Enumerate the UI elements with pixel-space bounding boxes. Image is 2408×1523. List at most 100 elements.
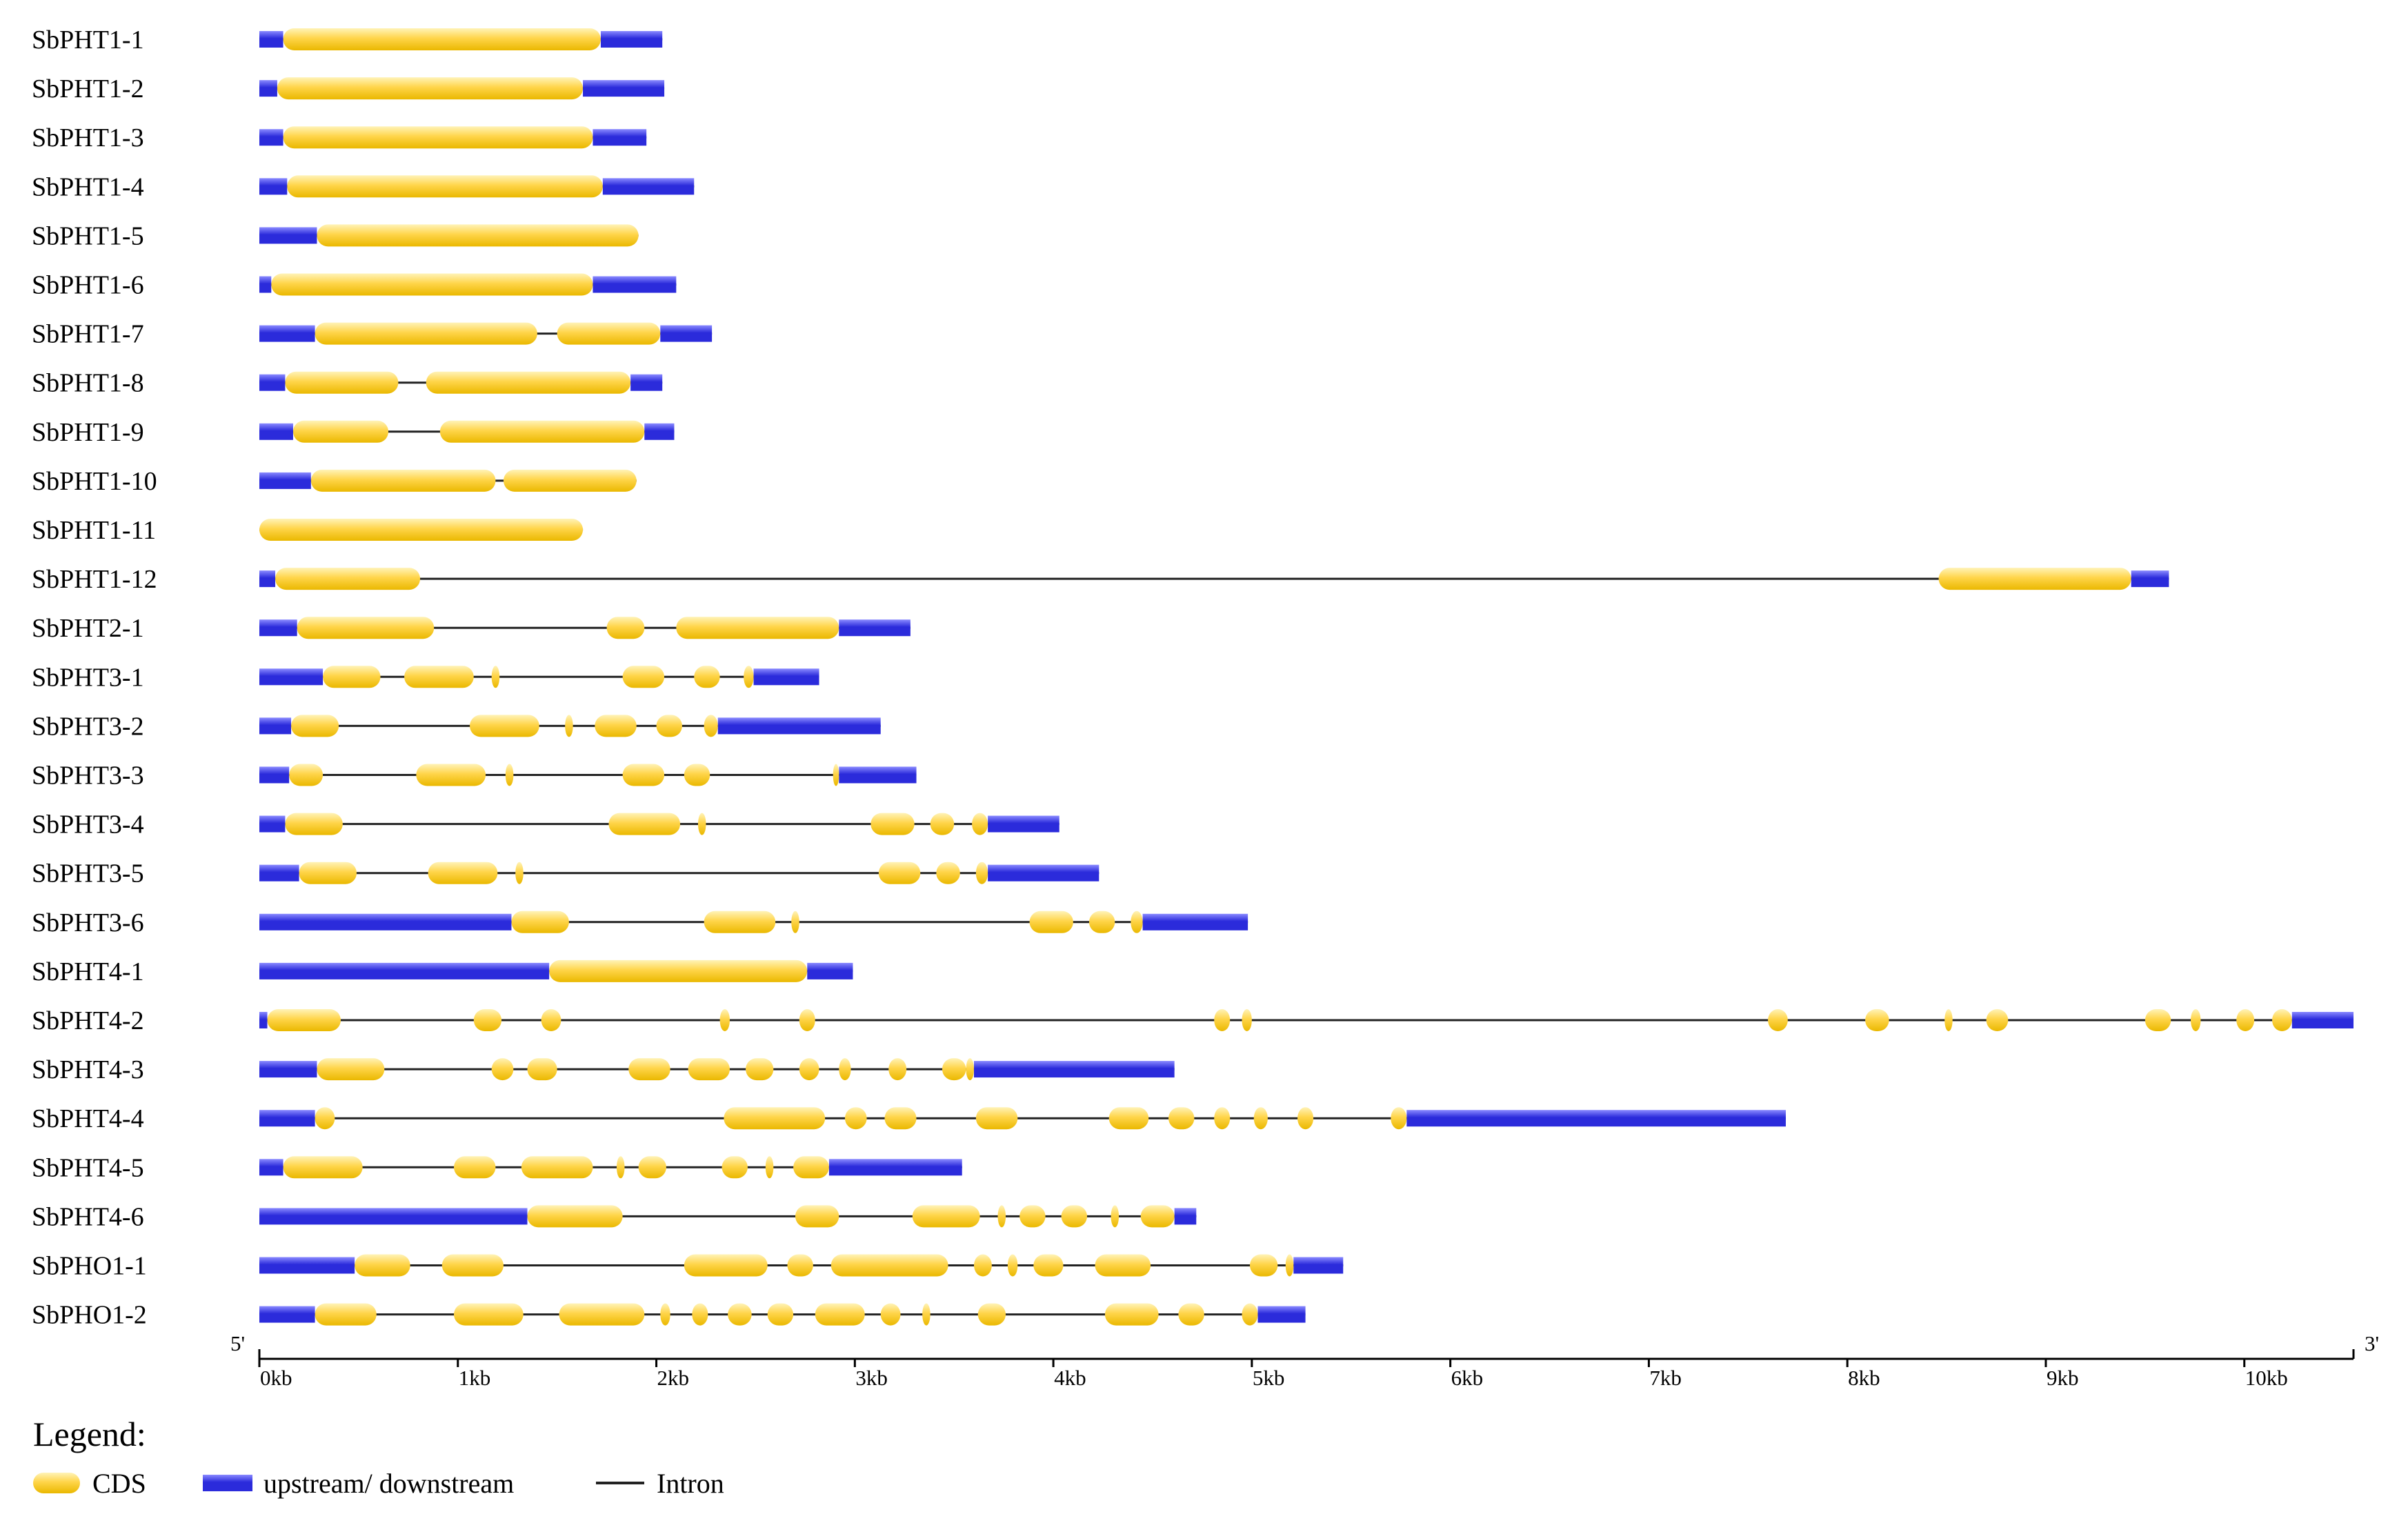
cds-exon bbox=[470, 715, 539, 737]
cds-exon bbox=[676, 617, 839, 639]
cds-exon bbox=[559, 1303, 645, 1326]
gene-label: SbPHT1-3 bbox=[32, 123, 144, 152]
gene-row-SbPHT3-4: SbPHT3-4 bbox=[32, 810, 1059, 839]
utr-segment bbox=[1293, 1257, 1344, 1274]
gene-row-SbPHT4-1: SbPHT4-1 bbox=[32, 957, 853, 986]
three-prime-label: 3' bbox=[2365, 1331, 2379, 1355]
x-tick-label: 0kb bbox=[260, 1366, 292, 1390]
cds-exon bbox=[2272, 1009, 2292, 1031]
gene-label: SbPHT4-3 bbox=[32, 1055, 144, 1084]
utr-segment bbox=[259, 1110, 315, 1127]
cds-exon bbox=[688, 1058, 730, 1081]
cds-exon bbox=[975, 1107, 1018, 1130]
gene-label: SbPHT3-4 bbox=[32, 810, 144, 839]
cds-exon bbox=[692, 1303, 708, 1326]
utr-segment bbox=[602, 178, 695, 195]
gene-row-SbPHT3-1: SbPHT3-1 bbox=[32, 663, 819, 692]
gene-label: SbPHT1-7 bbox=[32, 320, 144, 349]
cds-exon bbox=[505, 764, 514, 786]
gene-row-SbPHT1-11: SbPHT1-11 bbox=[32, 516, 584, 545]
cds-exon bbox=[660, 1303, 670, 1326]
cds-exon bbox=[606, 617, 645, 639]
utr-segment bbox=[717, 717, 881, 735]
legend-intron-label: Intron bbox=[657, 1468, 724, 1499]
utr-segment bbox=[583, 80, 665, 97]
cds-exon bbox=[317, 224, 639, 247]
gene-label: SbPHT1-10 bbox=[32, 467, 157, 496]
cds-exon bbox=[684, 764, 710, 786]
gene-label: SbPHT3-3 bbox=[32, 762, 144, 790]
utr-segment bbox=[660, 325, 713, 342]
cds-exon bbox=[1944, 1009, 1953, 1031]
cds-exon bbox=[1249, 1254, 1278, 1277]
gene-label: SbPHT4-2 bbox=[32, 1006, 144, 1035]
cds-exon bbox=[454, 1156, 496, 1179]
gene-label: SbPHT3-6 bbox=[32, 908, 144, 937]
x-tick-label: 2kb bbox=[657, 1366, 690, 1390]
gene-row-SbPHO1-2: SbPHO1-2 bbox=[32, 1301, 1306, 1330]
cds-exon bbox=[972, 813, 988, 835]
utr-segment bbox=[753, 668, 819, 686]
utr-segment bbox=[2131, 570, 2169, 588]
cds-exon bbox=[521, 1156, 593, 1179]
utr-segment bbox=[259, 80, 277, 97]
cds-exon bbox=[283, 126, 593, 149]
cds-exon bbox=[942, 1058, 966, 1081]
cds-exon bbox=[684, 1254, 768, 1277]
cds-exon bbox=[1865, 1009, 1889, 1031]
cds-exon bbox=[1253, 1107, 1268, 1130]
x-tick-label: 4kb bbox=[1054, 1366, 1086, 1390]
cds-exon bbox=[503, 469, 637, 492]
cds-exon bbox=[283, 28, 601, 50]
gene-row-SbPHT1-5: SbPHT1-5 bbox=[32, 221, 639, 250]
utr-segment bbox=[644, 423, 675, 440]
gene-row-SbPHT4-3: SbPHT4-3 bbox=[32, 1055, 1175, 1084]
cds-exon bbox=[973, 1254, 992, 1277]
legend-cds-swatch bbox=[33, 1473, 80, 1493]
gene-row-SbPHT1-2: SbPHT1-2 bbox=[32, 74, 665, 103]
utr-segment bbox=[259, 472, 311, 489]
cds-exon bbox=[315, 1107, 335, 1130]
utr-segment bbox=[988, 864, 1099, 882]
gene-tracks: SbPHT1-1 SbPHT1-2 SbPHT1-3 SbPHT1-4 SbPHT1-5… bbox=[32, 26, 2354, 1330]
gene-row-SbPHT1-10: SbPHT1-10 bbox=[32, 467, 637, 496]
gene-row-SbPHT4-6: SbPHT4-6 bbox=[32, 1202, 1197, 1231]
utr-segment bbox=[259, 766, 290, 784]
cds-exon bbox=[565, 715, 573, 737]
cds-exon bbox=[767, 1303, 794, 1326]
utr-segment bbox=[259, 325, 315, 342]
cds-exon bbox=[355, 1254, 410, 1277]
cds-exon bbox=[791, 910, 799, 933]
cds-exon bbox=[870, 813, 915, 835]
utr-segment bbox=[1257, 1306, 1306, 1323]
utr-segment bbox=[259, 668, 324, 686]
cds-exon bbox=[323, 666, 381, 688]
utr-segment bbox=[259, 227, 317, 244]
x-tick-label: 5kb bbox=[1253, 1366, 1285, 1390]
cds-exon bbox=[1297, 1107, 1314, 1130]
cds-exon bbox=[975, 862, 988, 884]
cds-exon bbox=[1095, 1254, 1151, 1277]
cds-exon bbox=[799, 1009, 815, 1031]
utr-segment bbox=[259, 1208, 528, 1225]
cds-exon bbox=[1242, 1303, 1258, 1326]
utr-segment bbox=[1142, 913, 1248, 930]
cds-exon bbox=[966, 1058, 974, 1081]
utr-segment bbox=[839, 619, 911, 637]
cds-exon bbox=[744, 666, 754, 688]
cds-exon bbox=[922, 1303, 931, 1326]
cds-exon bbox=[297, 617, 435, 639]
gene-label: SbPHT2-1 bbox=[32, 614, 144, 643]
cds-exon bbox=[426, 371, 631, 394]
cds-exon bbox=[1061, 1205, 1088, 1228]
gene-row-SbPHT4-5: SbPHT4-5 bbox=[32, 1153, 962, 1182]
legend: Legend: CDS upstream/ downstream Intron bbox=[33, 1415, 724, 1499]
utr-segment bbox=[259, 864, 299, 882]
cds-exon bbox=[1104, 1303, 1159, 1326]
cds-exon bbox=[439, 420, 645, 443]
cds-exon bbox=[888, 1058, 907, 1081]
cds-exon bbox=[628, 1058, 670, 1081]
cds-exon bbox=[441, 1254, 504, 1277]
utr-segment bbox=[259, 423, 293, 440]
cds-exon bbox=[1986, 1009, 2009, 1031]
